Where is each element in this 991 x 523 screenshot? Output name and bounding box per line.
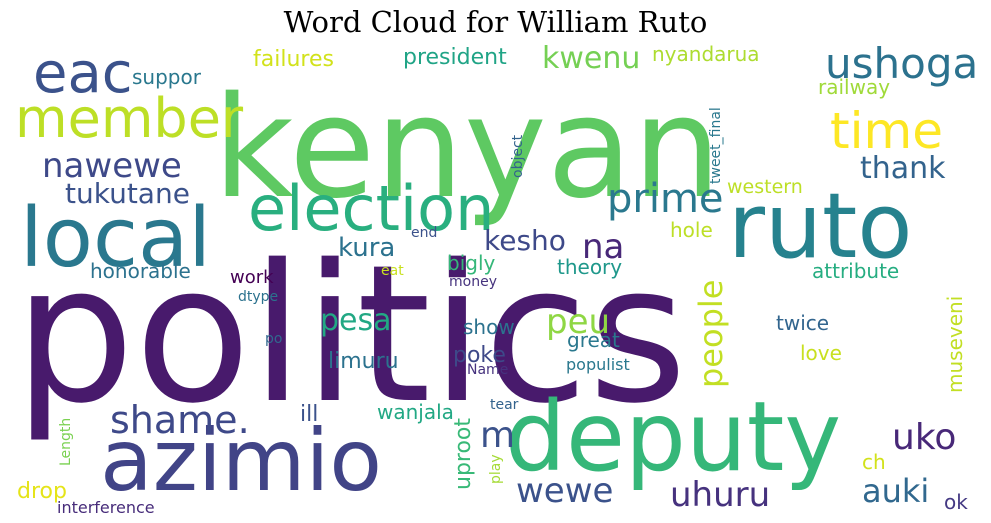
cloud-word: museveni xyxy=(943,296,967,393)
cloud-word: suppor xyxy=(132,65,202,89)
cloud-word: bigly xyxy=(447,251,496,275)
cloud-word: uhuru xyxy=(670,475,770,515)
cloud-word: failures xyxy=(253,47,334,72)
cloud-word: m xyxy=(480,415,515,456)
cloud-word: shame. xyxy=(110,398,250,442)
cloud-word: member xyxy=(15,87,244,150)
cloud-word: nawewe xyxy=(42,146,182,186)
cloud-word: hole xyxy=(670,218,713,242)
cloud-word: wanjala xyxy=(377,400,454,424)
cloud-word: president xyxy=(403,45,507,70)
cloud-word: politics xyxy=(14,224,687,445)
cloud-word: kura xyxy=(338,233,395,263)
cloud-word: show xyxy=(463,315,515,339)
cloud-word: dtype xyxy=(238,289,278,305)
cloud-word: poke xyxy=(453,343,506,368)
cloud-word: peu xyxy=(546,302,610,342)
cloud-word: drop xyxy=(17,479,67,504)
cloud-word: local xyxy=(20,191,211,286)
cloud-word: prime xyxy=(607,176,724,222)
cloud-word: ill xyxy=(300,402,318,427)
cloud-word: western xyxy=(727,176,803,198)
cloud-word: time xyxy=(830,102,943,160)
cloud-word: election xyxy=(248,172,494,245)
cloud-word: nyandarua xyxy=(652,42,760,66)
cloud-word: kenyan xyxy=(213,67,721,230)
cloud-word: money xyxy=(449,274,497,290)
cloud-word: theory xyxy=(557,255,622,279)
cloud-word: kwenu xyxy=(542,41,640,76)
cloud-word: ok xyxy=(944,490,968,514)
cloud-word: attribute xyxy=(812,259,899,283)
cloud-word: thank xyxy=(860,151,946,186)
cloud-word: ushoga xyxy=(825,39,978,88)
cloud-word: populist xyxy=(566,355,630,374)
cloud-word: love xyxy=(800,341,842,365)
cloud-word: object xyxy=(510,134,526,178)
cloud-word: tear xyxy=(490,397,519,413)
cloud-word: work xyxy=(230,267,274,288)
cloud-word: uko xyxy=(892,417,956,458)
cloud-word: kesho xyxy=(484,224,566,257)
cloud-word: ruto xyxy=(728,174,912,279)
cloud-word: na xyxy=(582,227,624,267)
cloud-word: wewe xyxy=(516,471,613,511)
chart-title: Word Cloud for William Ruto xyxy=(283,5,708,39)
cloud-word: play xyxy=(488,454,504,484)
cloud-word: tukutane xyxy=(65,177,190,210)
cloud-word: deputy xyxy=(505,381,841,493)
cloud-word: interference xyxy=(57,498,155,517)
cloud-word: people xyxy=(692,280,730,388)
cloud-word: limuru xyxy=(328,349,399,374)
cloud-word: eac xyxy=(33,41,133,106)
cloud-word: Name xyxy=(467,362,508,378)
cloud-word: tweet_final xyxy=(708,107,724,184)
cloud-word: Length xyxy=(58,418,74,466)
cloud-word: pesa xyxy=(320,303,392,338)
cloud-word: eat xyxy=(381,263,404,279)
cloud-word: uproot xyxy=(451,418,476,490)
cloud-word: end xyxy=(411,225,437,241)
cloud-word: railway xyxy=(818,75,890,99)
cloud-word: azimio xyxy=(100,411,382,511)
cloud-word: po xyxy=(265,331,282,347)
cloud-word: great xyxy=(567,328,620,352)
cloud-word: twice xyxy=(776,311,829,335)
cloud-word: ch xyxy=(862,450,886,474)
cloud-word: auki xyxy=(862,472,929,510)
cloud-word: honorable xyxy=(90,259,191,283)
